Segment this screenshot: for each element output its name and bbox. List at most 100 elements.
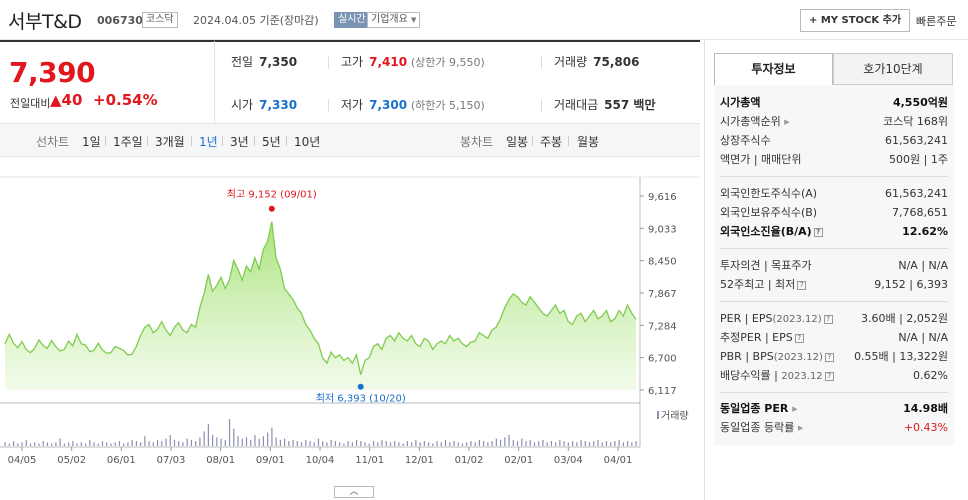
volume-bar: [51, 443, 53, 446]
volume-bar: [343, 443, 345, 446]
row-dividend: 배당수익률 | 2023.12? 0.62%: [720, 367, 948, 385]
volume-bar: [300, 442, 303, 446]
open-label: 시가: [231, 98, 254, 112]
volume-bar: [546, 442, 548, 446]
volume-bar: [326, 442, 328, 446]
volume-bar: [12, 441, 15, 446]
volume-bar: [292, 439, 294, 446]
help-icon[interactable]: ?: [824, 371, 834, 381]
x-tick-label: 12/01: [405, 455, 434, 466]
y-tick-label: 6,700: [648, 354, 677, 365]
row-sector-per: 동일업종 PER ▶ 14.98배: [720, 400, 948, 418]
volume-bar: [182, 442, 184, 446]
volume-bar: [635, 441, 637, 446]
divider: [328, 56, 329, 69]
period-1w[interactable]: 1주일: [113, 135, 143, 149]
volume-bar: [423, 441, 425, 446]
market-cap-value: 4,550억원: [892, 96, 948, 109]
volume-bar: [144, 436, 146, 446]
volume-bar: [618, 439, 620, 446]
market-badge: 코스닥: [142, 12, 178, 28]
low-value: 7,300: [369, 98, 408, 112]
collapse-chart-button[interactable]: ︿: [334, 486, 374, 498]
volume-bar: [195, 441, 197, 446]
high-cell: 고가 7,410 (상한가 9,550): [341, 42, 485, 83]
stock-code: 006730: [97, 14, 143, 27]
per-label: PER | EPS: [720, 312, 773, 325]
amount-value: 557 백만: [604, 98, 656, 112]
chevron-up-icon: ︿: [349, 487, 359, 497]
add-mystock-button[interactable]: + MY STOCK 추가: [800, 9, 911, 32]
period-1y[interactable]: 1년: [199, 135, 218, 149]
volume-bar: [216, 437, 218, 446]
volume-bar: [571, 441, 574, 446]
volume-bar: [622, 442, 624, 446]
triangle-right-icon: ▶: [797, 424, 804, 432]
foreign-rate-value: 12.62%: [902, 225, 948, 238]
period-3y[interactable]: 3년: [230, 135, 249, 149]
low-marker: [357, 383, 364, 390]
divider: [254, 136, 255, 146]
candle-monthly[interactable]: 월봉: [577, 135, 600, 149]
help-icon[interactable]: ?: [824, 352, 834, 362]
divider: [720, 301, 948, 302]
help-icon[interactable]: ?: [794, 333, 804, 343]
volume-legend-label: 거래량: [661, 410, 689, 422]
help-icon[interactable]: ?: [823, 314, 833, 324]
amount-cell: 거래대금 557 백만: [554, 85, 655, 126]
volume-bar: [271, 427, 273, 446]
volume-bar: [610, 442, 612, 446]
help-icon[interactable]: ?: [797, 280, 807, 290]
week52-label: 52주최고 | 최저: [720, 278, 796, 291]
volume-bar: [474, 442, 476, 446]
candle-daily[interactable]: 일봉: [506, 135, 529, 149]
volume-bar: [284, 438, 286, 446]
period-10y[interactable]: 10년: [294, 135, 321, 149]
volume-bar: [516, 441, 519, 446]
volume-bar: [512, 439, 514, 446]
volume-bar: [123, 443, 125, 446]
quick-order-link[interactable]: 빠른주문: [916, 15, 957, 28]
x-tick-label: 02/01: [504, 455, 533, 466]
price-chart[interactable]: 9,616 9,033 8,450 7,867 7,284 6,700 6,117 04/0…: [0, 157, 700, 500]
period-5y[interactable]: 5년: [262, 135, 281, 149]
volume-cell: 거래량 75,806: [554, 42, 639, 83]
volume-bar: [89, 439, 91, 446]
volume-bar: [317, 438, 320, 446]
tab-invest-info[interactable]: 투자정보: [714, 53, 833, 85]
volume-bar: [156, 439, 159, 446]
candle-weekly[interactable]: 주봉: [540, 135, 563, 149]
volume-bar: [351, 442, 353, 446]
volume-bar: [114, 442, 116, 446]
x-tick-label: 01/02: [455, 455, 484, 466]
sector-rate-value: +0.43%: [903, 421, 948, 434]
period-1d[interactable]: 1일: [82, 135, 101, 149]
volume-bar: [313, 442, 315, 446]
volume-bars: 거래량: [4, 410, 689, 446]
volume-bar: [34, 442, 36, 446]
volume-bar: [101, 441, 104, 446]
volume-bar: [199, 437, 201, 446]
volume-bar: [140, 442, 142, 446]
realtime-button[interactable]: 실시간: [334, 12, 370, 28]
volume-bar: [118, 441, 121, 446]
chart-annotations: 최고 9,152 (09/01) 최저 6,393 (10/20): [227, 189, 406, 405]
volume-bar: [237, 436, 239, 446]
volume-bar: [152, 442, 154, 446]
high-value: 7,410: [369, 55, 408, 69]
low-cell: 저가 7,300 (하한가 5,150): [341, 85, 485, 126]
cap-rank-value: 코스닥 168위: [883, 115, 948, 128]
foreign-limit-value: 61,563,241: [885, 187, 948, 200]
period-3m[interactable]: 3개월: [155, 135, 185, 149]
foreign-hold-value: 7,768,651: [892, 206, 948, 219]
tab-hoga[interactable]: 호가10단계: [833, 53, 953, 85]
volume-bar: [372, 441, 375, 446]
volume-bar: [601, 442, 603, 446]
company-overview-dropdown[interactable]: 기업개요 ▼: [367, 12, 421, 28]
prev-close-cell: 전일 7,350: [231, 42, 297, 83]
price-line: [4, 221, 637, 375]
x-tick-label: 08/01: [206, 455, 235, 466]
help-icon[interactable]: ?: [813, 227, 823, 237]
volume-bar: [296, 441, 298, 446]
volume-bar: [360, 441, 362, 446]
